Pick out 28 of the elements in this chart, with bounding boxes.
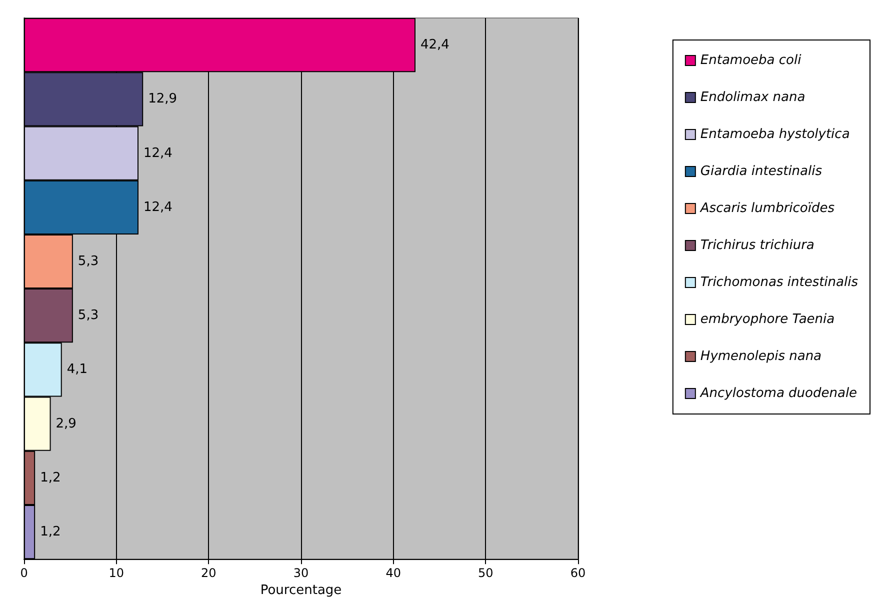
x-tick-label: 30 xyxy=(293,566,309,580)
x-tick-label: 20 xyxy=(201,566,216,580)
x-tick-label: 50 xyxy=(478,566,494,580)
legend-label: Ascaris lumbricoïdes xyxy=(699,201,835,216)
x-tick-label: 40 xyxy=(386,566,401,580)
data-label: 1,2 xyxy=(40,470,61,486)
data-label: 12,4 xyxy=(143,146,172,161)
x-axis-title: Pourcentage xyxy=(260,583,342,598)
legend-label: Endolimax nana xyxy=(700,90,806,105)
data-label: 12,9 xyxy=(148,92,178,107)
legend-label: Giardia intestinalis xyxy=(700,164,822,179)
data-label: 5,3 xyxy=(78,254,99,269)
legend-label: embryophore Taenia xyxy=(700,312,835,327)
data-label: 1,2 xyxy=(40,524,61,540)
legend-label: Trichomonas intestinalis xyxy=(700,275,858,290)
legend-label: Ancylostoma duodenale xyxy=(699,386,858,401)
data-label: 5,3 xyxy=(78,308,99,324)
x-tick-label: 60 xyxy=(570,566,586,580)
legend-label: Hymenolepis nana xyxy=(700,349,822,364)
legend-label: Entamoeba coli xyxy=(700,53,802,68)
x-tick-label: 0 xyxy=(20,566,28,580)
data-label: 42,4 xyxy=(420,38,450,53)
legend-label: Entamoeba hystolytica xyxy=(700,127,850,142)
x-tick-label: 10 xyxy=(108,566,124,580)
data-label: 4,1 xyxy=(66,362,88,378)
data-label: 12,4 xyxy=(143,200,172,215)
legend-label: Trichirus trichiura xyxy=(700,238,814,253)
data-label: 2,9 xyxy=(56,416,76,432)
